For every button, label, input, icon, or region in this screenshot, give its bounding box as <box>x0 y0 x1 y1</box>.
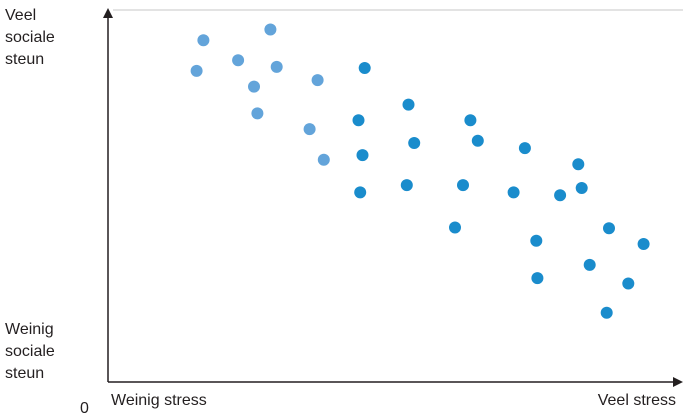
data-point-light-1 <box>197 34 210 47</box>
data-point-dark-10 <box>400 179 413 192</box>
y-axis-arrowhead <box>103 8 113 18</box>
data-point-dark-8 <box>518 142 531 155</box>
data-point-light-7 <box>251 107 264 120</box>
data-point-light-2 <box>264 23 277 36</box>
data-point-dark-1 <box>358 62 371 74</box>
data-point-dark-11 <box>457 179 469 192</box>
data-point-dark-9 <box>354 186 367 199</box>
y-high-line-2: sociale <box>5 29 55 46</box>
data-point-dark-6 <box>464 114 477 127</box>
data-point-light-9 <box>303 123 316 136</box>
y-axis-low-label: Weinig sociale steun <box>5 319 55 385</box>
y-high-line-3: steun <box>5 51 45 68</box>
y-low-line-3: steun <box>5 365 45 382</box>
data-point-dark-2 <box>352 114 365 127</box>
y-low-line-2: sociale <box>5 343 55 360</box>
data-point-dark-4 <box>356 149 369 162</box>
y-low-line-1: Weinig <box>5 321 54 338</box>
data-point-light-8 <box>311 74 324 87</box>
y-axis-high-label: Veel sociale steun <box>5 5 55 71</box>
x-axis-arrowhead <box>673 377 683 387</box>
data-point-dark-20 <box>531 272 544 285</box>
data-point-light-4 <box>232 54 245 67</box>
data-point-dark-23 <box>600 306 613 319</box>
data-point-dark-21 <box>583 258 596 271</box>
data-point-dark-12 <box>507 186 520 199</box>
data-point-light-10 <box>317 153 330 166</box>
data-point-light-6 <box>248 80 260 93</box>
data-point-dark-5 <box>408 137 421 149</box>
data-point-dark-7 <box>471 134 484 147</box>
data-point-dark-16 <box>449 221 461 234</box>
data-point-dark-19 <box>637 238 650 250</box>
data-point-dark-13 <box>554 189 567 202</box>
data-point-light-3 <box>190 64 203 77</box>
y-high-line-1: Veel <box>5 7 37 24</box>
data-point-dark-17 <box>530 234 543 247</box>
x-axis-high-label: Veel stress <box>597 392 676 409</box>
x-axis-low-label: Weinig stress <box>111 392 207 409</box>
data-point-dark-14 <box>572 158 585 171</box>
data-point-light-5 <box>270 60 283 73</box>
data-point-dark-18 <box>603 222 615 235</box>
data-points <box>190 23 650 319</box>
data-point-dark-15 <box>575 182 588 194</box>
data-point-dark-3 <box>402 98 415 111</box>
origin-label: 0 <box>80 400 89 417</box>
data-point-dark-22 <box>622 277 635 290</box>
